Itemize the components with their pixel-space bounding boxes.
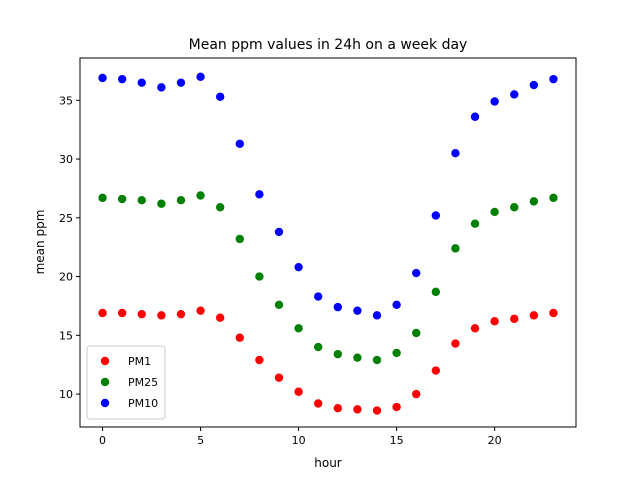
data-point-pm1 <box>255 355 264 365</box>
data-point-pm1 <box>431 366 441 375</box>
x-tick-label: 10 <box>292 434 306 447</box>
data-point-pm1 <box>157 311 166 320</box>
series-pm1 <box>98 306 558 415</box>
data-point-pm25 <box>490 207 499 217</box>
data-point-pm1 <box>196 306 205 315</box>
data-point-pm1 <box>529 311 539 320</box>
data-point-pm1 <box>215 313 225 322</box>
legend-marker-pm10 <box>100 398 110 408</box>
data-point-pm10 <box>529 80 539 90</box>
data-point-pm10 <box>117 74 127 84</box>
data-point-pm25 <box>353 353 362 362</box>
data-point-pm10 <box>333 302 343 312</box>
data-point-pm25 <box>117 194 127 204</box>
data-point-pm10 <box>215 92 225 101</box>
y-tick-label: 35 <box>59 94 73 107</box>
data-point-pm1 <box>176 309 186 319</box>
y-tick-label: 20 <box>59 271 73 284</box>
data-point-pm25 <box>372 355 382 365</box>
data-point-pm10 <box>451 148 460 158</box>
legend-label-pm10: PM10 <box>128 397 158 410</box>
x-tick-label: 20 <box>488 434 502 447</box>
data-point-pm1 <box>451 339 460 348</box>
data-point-pm10 <box>98 73 107 83</box>
y-tick-label: 25 <box>59 212 73 225</box>
data-point-pm1 <box>313 399 323 408</box>
chart-title: Mean ppm values in 24h on a week day <box>189 37 468 53</box>
data-point-pm1 <box>392 402 401 412</box>
data-point-pm25 <box>451 244 460 253</box>
data-point-pm10 <box>490 97 499 106</box>
legend-label-pm1: PM1 <box>128 355 151 368</box>
data-point-pm10 <box>294 262 303 272</box>
data-point-pm10 <box>313 292 323 301</box>
data-point-pm10 <box>549 74 558 84</box>
data-point-pm10 <box>412 268 421 278</box>
data-point-pm25 <box>98 193 107 203</box>
data-point-pm10 <box>274 227 284 237</box>
data-point-pm25 <box>274 300 284 309</box>
data-point-pm25 <box>196 191 205 200</box>
data-point-pm25 <box>313 342 323 352</box>
data-point-pm25 <box>470 219 480 228</box>
data-point-pm1 <box>412 389 421 399</box>
data-point-pm25 <box>333 349 343 359</box>
data-point-pm25 <box>215 203 225 212</box>
legend-marker-pm1 <box>100 356 110 366</box>
data-point-pm10 <box>470 112 480 121</box>
data-point-pm25 <box>235 234 244 244</box>
data-point-pm10 <box>255 190 264 199</box>
data-point-pm1 <box>137 309 146 319</box>
y-tick-label: 10 <box>59 388 73 401</box>
series-pm25 <box>98 191 558 365</box>
data-point-pm10 <box>510 90 519 99</box>
data-point-pm10 <box>137 78 146 87</box>
legend: PM1 PM25 PM10 <box>86 345 166 420</box>
data-point-pm25 <box>412 328 421 338</box>
x-tick-label: 15 <box>390 434 404 447</box>
plot-frame <box>79 57 577 428</box>
y-axis-label: mean ppm <box>33 210 47 275</box>
data-point-pm10 <box>372 311 382 320</box>
data-point-pm25 <box>549 193 558 203</box>
data-point-pm25 <box>510 203 519 212</box>
x-axis-label: hour <box>314 456 342 470</box>
data-point-pm10 <box>392 300 401 309</box>
y-tick-label: 15 <box>59 329 73 342</box>
data-point-pm1 <box>98 308 107 318</box>
data-point-pm1 <box>549 308 558 318</box>
legend-marker-pm25 <box>100 377 110 387</box>
data-point-pm1 <box>274 373 284 382</box>
data-point-pm1 <box>353 405 362 414</box>
data-point-pm25 <box>157 199 166 208</box>
data-point-pm10 <box>157 83 166 92</box>
data-point-pm25 <box>176 195 186 205</box>
series-pm10 <box>98 72 558 320</box>
data-point-pm25 <box>255 272 264 281</box>
legend-label-pm25: PM25 <box>128 376 158 389</box>
data-point-pm25 <box>392 348 401 358</box>
data-point-pm1 <box>372 406 382 415</box>
x-tick-label: 0 <box>99 434 106 447</box>
data-point-pm25 <box>294 324 303 333</box>
data-point-pm10 <box>176 78 186 87</box>
data-point-pm1 <box>333 403 343 413</box>
x-tick-label: 5 <box>197 434 204 447</box>
data-point-pm25 <box>431 287 441 297</box>
data-point-pm10 <box>235 139 244 148</box>
data-point-pm1 <box>117 308 127 318</box>
plot-area: 0 5 10 15 20 10 15 20 25 30 35 <box>59 72 558 447</box>
data-point-pm25 <box>137 195 146 205</box>
data-point-pm1 <box>235 333 244 342</box>
data-point-pm10 <box>353 306 362 315</box>
data-point-pm1 <box>510 314 519 324</box>
data-point-pm1 <box>490 317 499 326</box>
data-point-pm10 <box>431 211 441 220</box>
data-point-pm10 <box>196 72 205 82</box>
data-point-pm1 <box>294 387 303 396</box>
data-point-pm1 <box>470 324 480 333</box>
data-point-pm25 <box>529 197 539 206</box>
y-tick-label: 30 <box>59 153 73 166</box>
